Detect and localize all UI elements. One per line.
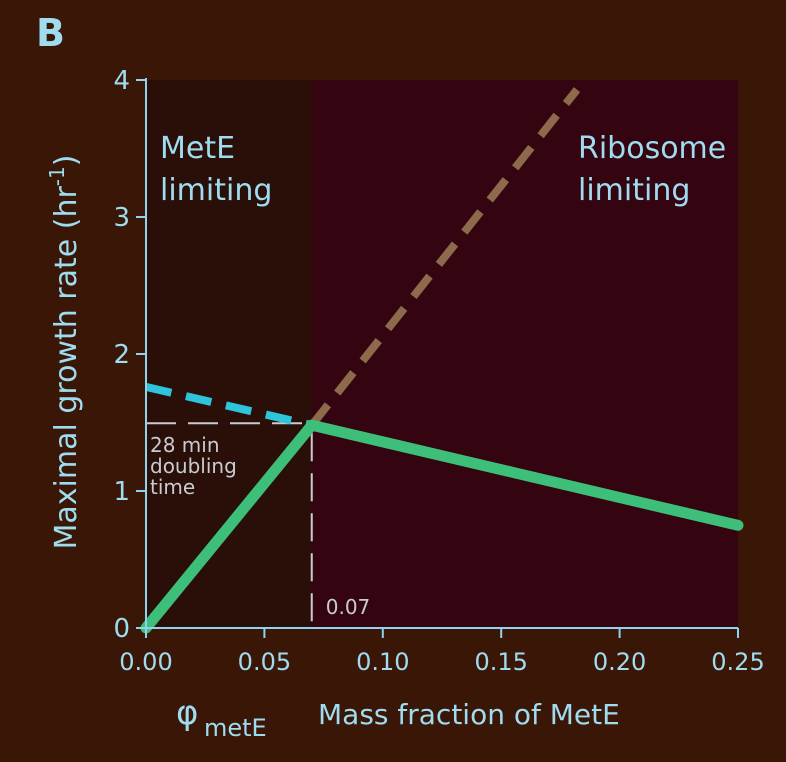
x-tick-label-4: 0.20 [593, 648, 646, 676]
y-tick-label-1: 1 [113, 477, 130, 507]
y-axis-label: Maximal growth rate (hr-1) [45, 155, 84, 550]
region-label-mete-line1: MetE [160, 131, 235, 166]
crossover-x-label: 0.07 [326, 595, 371, 619]
doubling-time-label-line2: doubling [150, 454, 237, 478]
x-tick-label-3: 0.15 [474, 648, 527, 676]
y-tick-label-2: 2 [113, 340, 130, 370]
x-tick-label-5: 0.25 [711, 648, 764, 676]
x-tick-label-1: 0.05 [238, 648, 291, 676]
y-tick-label-4: 4 [113, 66, 130, 96]
y-tick-label-3: 3 [113, 203, 130, 233]
x-tick-label-0: 0.00 [119, 648, 172, 676]
doubling-time-label-line3: time [150, 475, 195, 499]
region-1-shade [311, 80, 738, 628]
y-axis-label-close: ) [49, 155, 84, 167]
region-label-mete-line2: limiting [160, 173, 272, 208]
x-axis-symbol: φ [176, 693, 198, 733]
series-1-dashed-line [145, 383, 313, 430]
x-tick-label-2: 0.10 [356, 648, 409, 676]
y-tick-label-0: 0 [113, 614, 130, 644]
x-axis-label: Mass fraction of MetE [318, 698, 620, 731]
region-label-ribosome-line1: Ribosome [578, 131, 726, 166]
y-axis-label-sup: -1 [45, 166, 69, 186]
series-2-dashed-line [308, 87, 581, 428]
series-0-solid-line [140, 419, 744, 634]
y-axis-label-main: Maximal growth rate (hr [49, 186, 84, 550]
panel-label: B [36, 11, 65, 55]
region-label-ribosome-line2: limiting [578, 173, 690, 208]
y-axis-label-group: Maximal growth rate (hr-1) [45, 155, 84, 550]
region-0-shade [146, 80, 312, 628]
doubling-time-label-line1: 28 min [150, 433, 220, 457]
x-axis-subscript: metE [204, 714, 267, 742]
